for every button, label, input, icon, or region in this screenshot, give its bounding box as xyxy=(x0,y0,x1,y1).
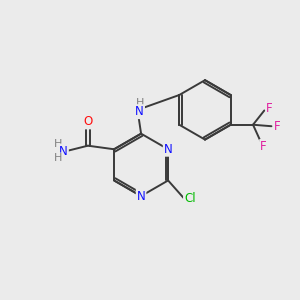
Text: F: F xyxy=(260,140,267,153)
Text: N: N xyxy=(137,190,146,202)
Text: H: H xyxy=(54,154,62,164)
Text: F: F xyxy=(266,103,273,116)
Text: H: H xyxy=(54,139,62,148)
Text: H: H xyxy=(136,98,144,108)
Text: N: N xyxy=(59,145,68,158)
Text: N: N xyxy=(164,143,172,156)
Text: Cl: Cl xyxy=(184,192,196,206)
Text: N: N xyxy=(135,105,143,118)
Text: F: F xyxy=(274,120,281,133)
Text: O: O xyxy=(83,116,92,128)
